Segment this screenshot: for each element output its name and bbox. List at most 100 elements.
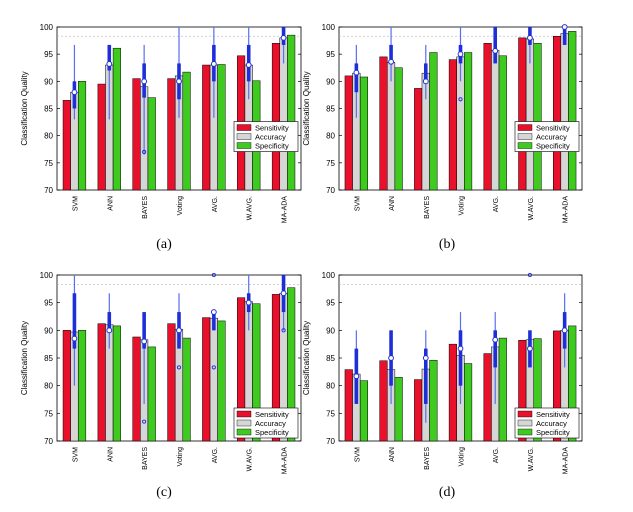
legend-label: Sensitivity: [536, 410, 570, 419]
y-tick-label: 100: [40, 271, 54, 280]
x-tick-label: AVG.: [212, 196, 219, 212]
chart-panel: 70 75 80 85 90 95 100 Classification Quality SVM…: [20, 271, 302, 500]
y-tick-label: 90: [44, 77, 53, 86]
x-tick-label: MA-ADA: [563, 196, 570, 224]
bar-specificity: [147, 346, 156, 442]
y-tick-label: 70: [44, 437, 53, 446]
box-median: [71, 89, 78, 96]
bar-specificity: [359, 76, 369, 191]
legend-swatch: [517, 133, 533, 140]
chart-panel: 70 75 80 85 90 95 100 Classification Quality SVM…: [302, 271, 583, 500]
y-tick-label: 90: [326, 77, 335, 86]
box-outlier: [176, 365, 182, 370]
box-outlier: [527, 272, 532, 278]
bar-specificity: [464, 52, 473, 191]
box-iqr: [458, 330, 463, 386]
x-tick-label: AVG.: [212, 447, 219, 463]
box-iqr: [389, 44, 393, 64]
box-median: [176, 78, 182, 85]
bar-sensitivity: [379, 360, 388, 442]
box-median: [457, 51, 464, 58]
x-tick-label: SVM: [72, 196, 79, 211]
bar-specificity: [533, 338, 542, 442]
bar-accuracy: [491, 50, 500, 191]
y-tick-label: 80: [326, 132, 335, 141]
box-iqr: [493, 27, 498, 64]
box-median: [245, 299, 252, 306]
legend-swatch: [236, 142, 252, 149]
y-tick-label: 100: [322, 271, 336, 280]
y-tick-label: 70: [44, 186, 53, 195]
box-median: [561, 24, 568, 30]
legend-label: Accuracy: [255, 133, 286, 142]
y-tick-label: 95: [326, 50, 335, 59]
legend-swatch: [517, 124, 533, 131]
legend-label: Sensitivity: [536, 124, 570, 133]
legend-swatch: [517, 410, 533, 418]
y-tick-label: 70: [326, 186, 335, 195]
legend-swatch: [236, 428, 252, 436]
legend-label: Specificity: [536, 142, 570, 151]
box-median: [280, 34, 287, 41]
legend-swatch: [517, 419, 533, 427]
box-median: [353, 373, 360, 380]
bar-sensitivity: [132, 78, 141, 191]
box-iqr: [493, 330, 498, 368]
bar-specificity: [533, 43, 542, 191]
bar-specificity: [359, 380, 369, 442]
bar-sensitivity: [518, 37, 527, 191]
x-tick-label: BAYES: [424, 447, 431, 470]
y-tick-label: 80: [44, 132, 53, 141]
bar-sensitivity: [132, 336, 141, 442]
panel-label: (b): [439, 237, 456, 252]
y-tick-label: 75: [326, 409, 335, 418]
bar-specificity: [287, 34, 296, 191]
bar-sensitivity: [202, 64, 211, 191]
bar-specificity: [147, 97, 156, 191]
panel-label: (c): [156, 485, 172, 500]
legend-label: Specificity: [536, 428, 570, 437]
box-median: [106, 61, 113, 67]
y-tick-label: 85: [326, 354, 335, 363]
box-median: [245, 62, 252, 68]
y-tick-label: 90: [326, 326, 335, 335]
bar-specificity: [112, 325, 121, 442]
box-median: [388, 58, 394, 65]
bar-specificity: [498, 337, 507, 442]
y-tick-label: 95: [326, 299, 335, 308]
y-tick-label: 70: [326, 437, 335, 446]
bar-sensitivity: [271, 43, 281, 191]
bar-specificity: [498, 55, 507, 191]
bar-sensitivity: [552, 35, 562, 191]
box-iqr: [562, 27, 567, 45]
bar-accuracy: [209, 317, 218, 442]
bar-specificity: [568, 31, 577, 191]
bar-specificity: [182, 337, 191, 442]
bar-sensitivity: [483, 353, 492, 442]
box-iqr: [107, 44, 112, 71]
y-tick-label: 90: [44, 326, 53, 335]
box-outlier: [211, 272, 216, 278]
bar-specificity: [77, 330, 87, 442]
bar-sensitivity: [344, 75, 353, 191]
box-median: [527, 34, 533, 41]
bar-sensitivity: [97, 83, 106, 191]
legend-swatch: [517, 428, 533, 436]
legend-swatch: [236, 419, 252, 427]
y-tick-label: 75: [44, 409, 53, 418]
legend-label: Sensitivity: [255, 410, 289, 419]
y-tick-label: 85: [44, 105, 53, 114]
x-tick-label: Voting: [177, 447, 184, 467]
bar-specificity: [394, 67, 403, 191]
box-outlier: [458, 97, 463, 102]
bar-specificity: [429, 359, 438, 442]
y-axis-label: Classification Quality: [20, 321, 29, 395]
bar-sensitivity: [414, 379, 423, 442]
bar-specificity: [464, 363, 473, 442]
x-tick-label: W.AVG.: [528, 447, 535, 471]
bar-sensitivity: [202, 317, 211, 442]
box-iqr: [423, 63, 428, 82]
legend-label: Accuracy: [536, 133, 567, 142]
box-median: [561, 327, 568, 334]
